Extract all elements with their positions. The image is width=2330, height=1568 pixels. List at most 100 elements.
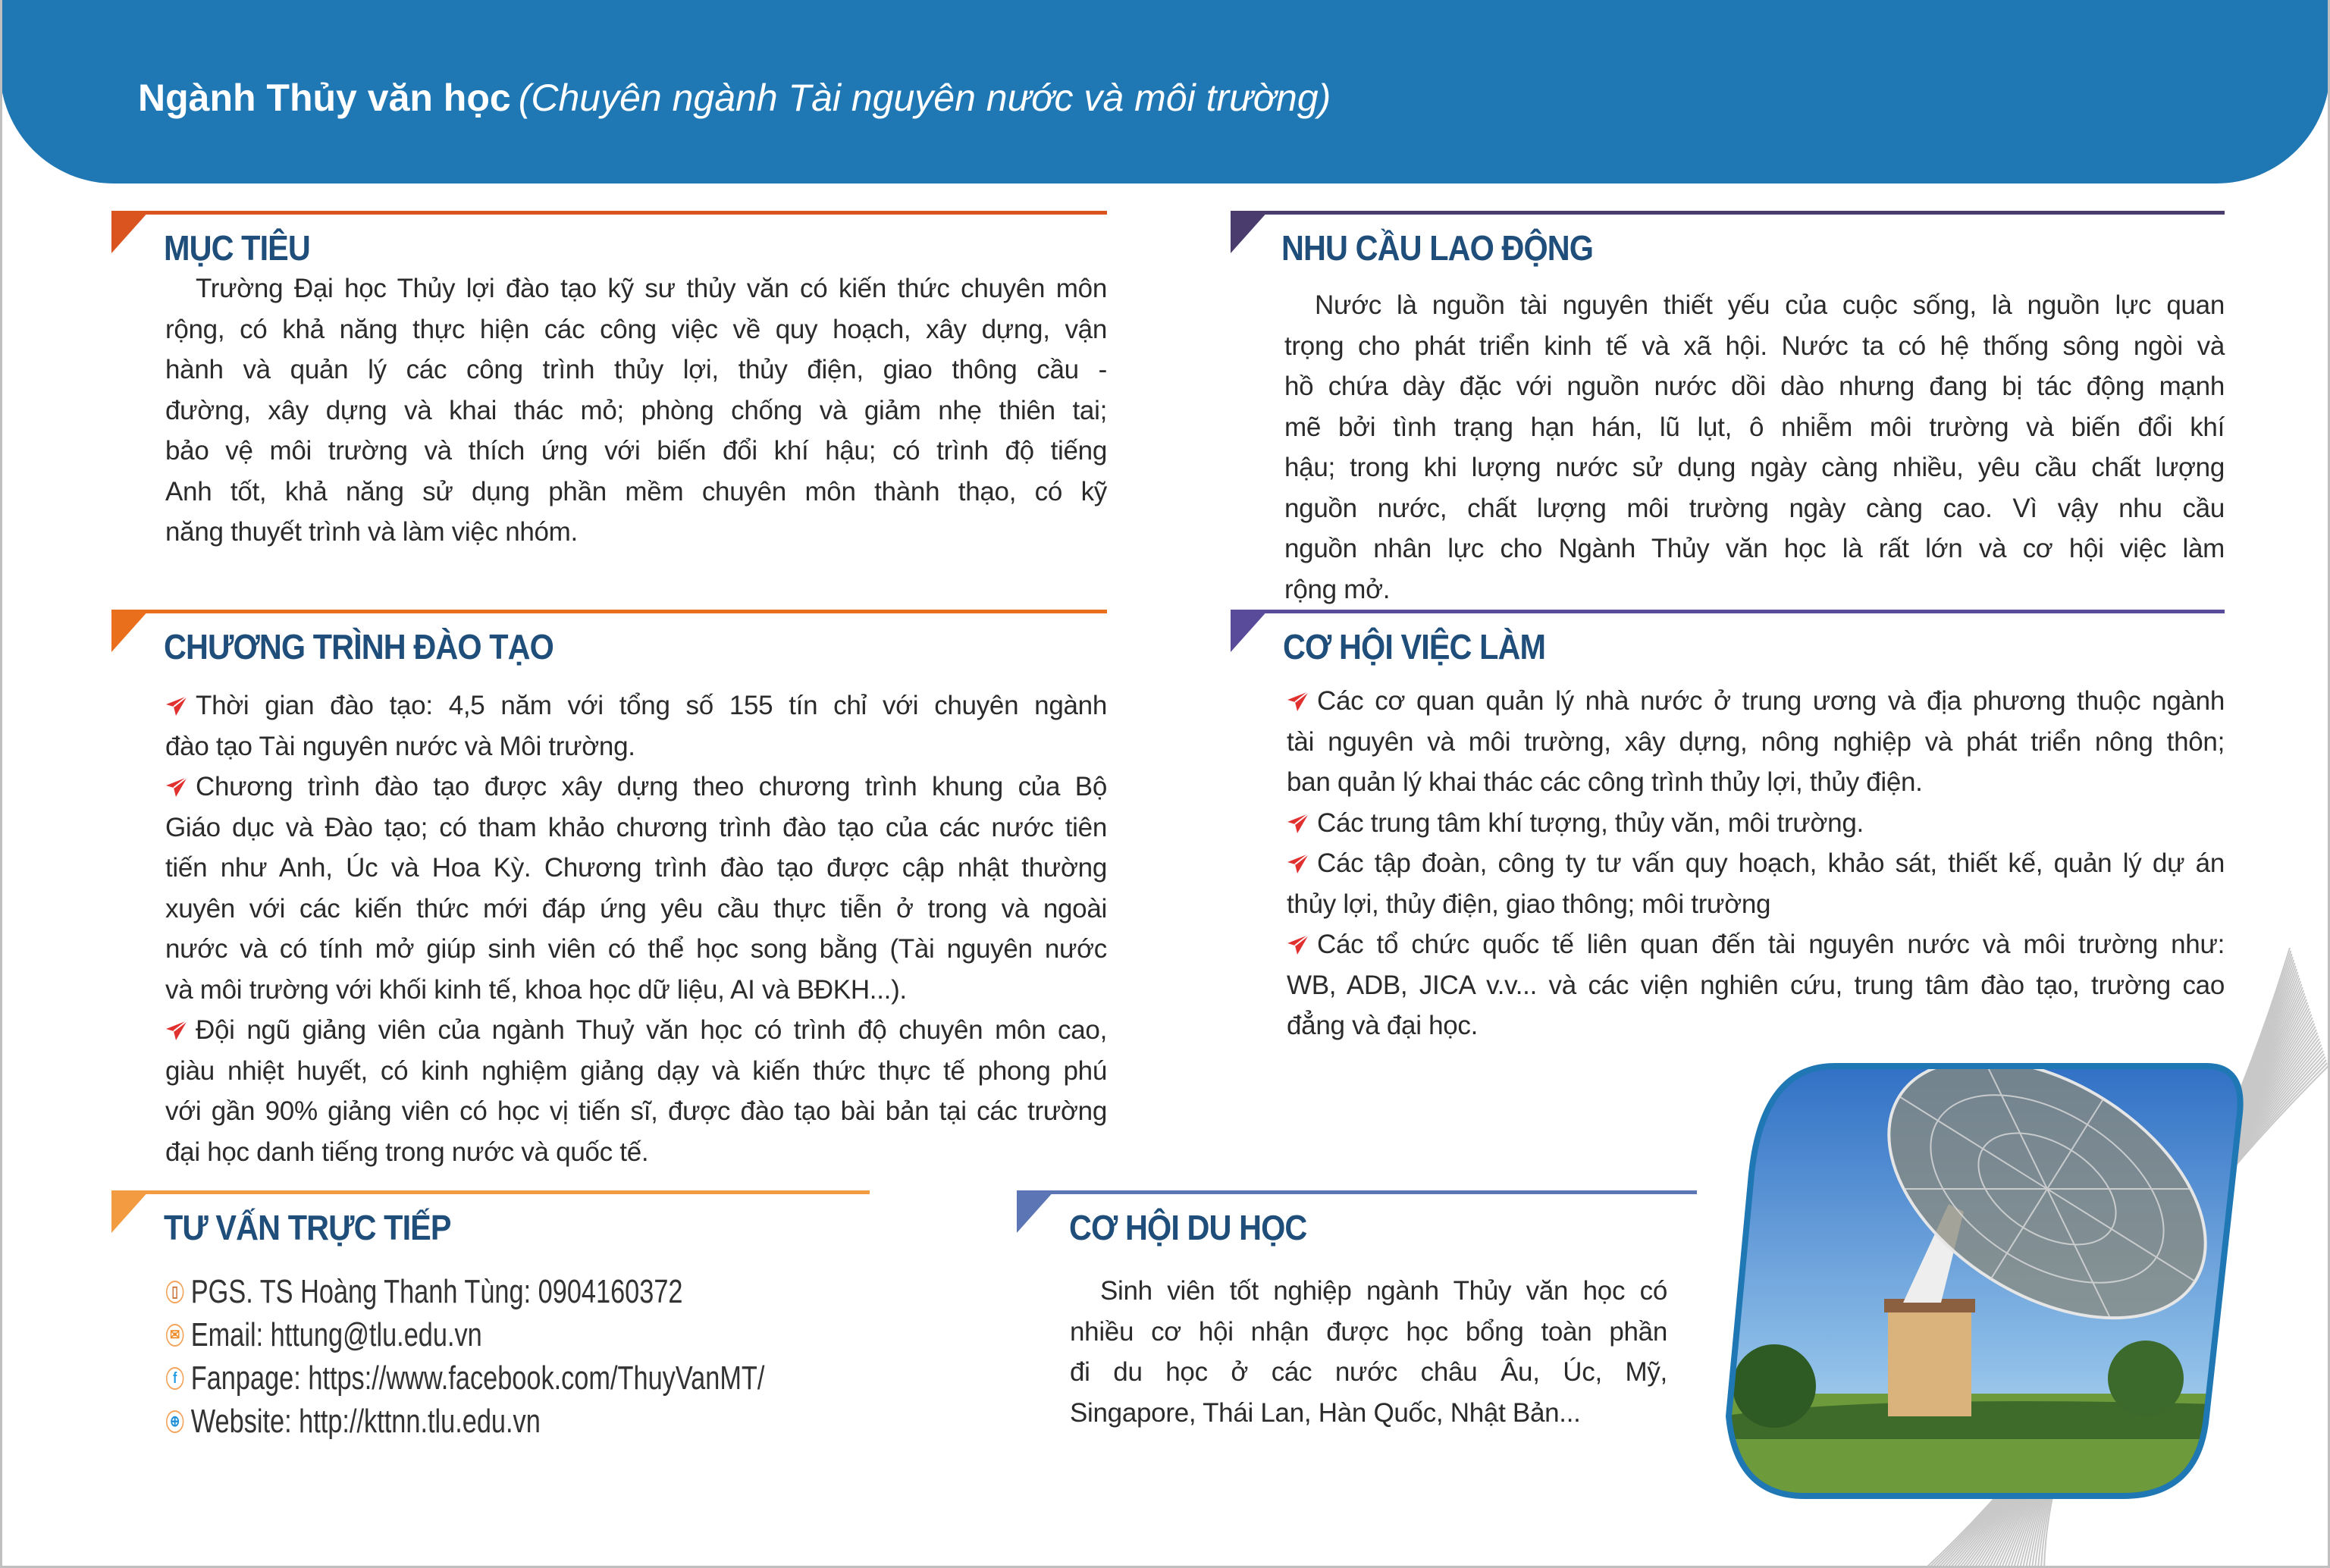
line-text: hồ chứa dày đặc với nguồn nước dồi dào n…: [1284, 372, 2225, 401]
text-line: Các tập đoàn, công ty tư vấn quy hoạch, …: [1287, 843, 2225, 884]
line-text: ban quản lý khai thác các công trình thủ…: [1287, 767, 1923, 797]
section-tu-van: TƯ VẤN TRỰC TIẾP ▯ PGS. TS Hoàng Thanh Tù…: [111, 1190, 870, 1494]
line-text: Giáo dục và Đào tạo; có tham khảo chương…: [165, 812, 1107, 842]
line-text: Singapore, Thái Lan, Hàn Quốc, Nhật Bản.…: [1070, 1397, 1581, 1428]
text-line: Trường Đại học Thủy lợi đào tạo kỹ sư th…: [165, 268, 1107, 309]
contact-text[interactable]: PGS. TS Hoàng Thanh Tùng: 0904160372: [190, 1273, 683, 1310]
contact-text[interactable]: Website: http://kttnn.tlu.edu.vn: [190, 1403, 541, 1440]
line-text: và môi trường với khối kinh tế, khoa học…: [165, 974, 907, 1005]
section-triangle: [1231, 211, 1268, 253]
paper-plane-icon: [1287, 691, 1309, 711]
section-rule: [111, 1190, 870, 1194]
section-rule: [1017, 1190, 1697, 1194]
paragraph: Trường Đại học Thủy lợi đào tạo kỹ sư th…: [165, 268, 1107, 553]
email-icon: ✉: [166, 1324, 184, 1347]
text-line: WB, ADB, JICA v.v... và các viện nghiên …: [1287, 965, 2225, 1006]
contact-item[interactable]: f Fanpage: https://www.facebook.com/ThuyV…: [166, 1356, 764, 1400]
section-title: CƠ HỘI VIỆC LÀM: [1283, 627, 1546, 666]
section-title: CHƯƠNG TRÌNH ĐÀO TẠO: [164, 627, 554, 666]
text-line: đẳng và đại học.: [1287, 1005, 2225, 1046]
line-text: Chương trình đào tạo được xây dựng theo …: [196, 772, 1107, 801]
line-text: bảo vệ môi trường và thích ứng với biến …: [165, 436, 1107, 466]
line-text: Sinh viên tốt nghiệp ngành Thủy văn học …: [1100, 1276, 1667, 1306]
text-line: tiến như Anh, Úc và Hoa Kỳ. Chương trình…: [165, 848, 1107, 889]
section-body: Trường Đại học Thủy lợi đào tạo kỹ sư th…: [165, 268, 1107, 553]
contact-item[interactable]: ⊕ Website: http://kttnn.tlu.edu.vn: [166, 1400, 764, 1443]
paper-plane-icon: [1287, 853, 1309, 873]
text-line: Các cơ quan quản lý nhà nước ở trung ươn…: [1287, 681, 2225, 722]
section-triangle: [1017, 1190, 1055, 1233]
text-line: Sinh viên tốt nghiệp ngành Thủy văn học …: [1070, 1271, 1667, 1312]
line-text: Các tổ chức quốc tế liên quan đến tài ng…: [1317, 930, 2225, 959]
title-main: Ngành Thủy văn học: [138, 77, 511, 119]
bullet-item: Chương trình đào tạo được xây dựng theo …: [165, 767, 1107, 1010]
line-text: đẳng và đại học.: [1287, 1011, 1479, 1040]
bullet-item: Thời gian đào tạo: 4,5 năm với tổng số 1…: [165, 685, 1107, 767]
line-text: hành và quản lý các công trình thủy lợi,…: [165, 355, 1107, 384]
text-line: và môi trường với khối kinh tế, khoa học…: [165, 970, 1107, 1011]
paper-plane-icon: [166, 695, 188, 716]
text-line: nguồn nước, chất lượng môi trường ngày c…: [1284, 488, 2225, 529]
text-line: đi du học ở các nước châu Âu, Úc, Mỹ,: [1070, 1352, 1667, 1393]
line-text: tiến như Anh, Úc và Hoa Kỳ. Chương trình…: [165, 853, 1107, 883]
section-body: Thời gian đào tạo: 4,5 năm với tổng số 1…: [165, 685, 1107, 1172]
contact-text[interactable]: Fanpage: https://www.facebook.com/ThuyVa…: [190, 1359, 765, 1397]
text-line: nước và có tính mở giúp sinh viên có thể…: [165, 929, 1107, 970]
text-line: hậu; trong khi lượng nước sử dụng ngày c…: [1284, 447, 2225, 488]
line-text: đại học danh tiếng trong nước và quốc tế…: [165, 1137, 649, 1167]
line-text: mẽ bởi tình trạng hạn hán, lũ lụt, ô nhi…: [1284, 412, 2225, 442]
contact-list: ▯ PGS. TS Hoàng Thanh Tùng: 0904160372 ✉ Em…: [166, 1270, 764, 1443]
section-body: Các cơ quan quản lý nhà nước ở trung ươn…: [1287, 681, 2225, 1046]
line-text: Đội ngũ giảng viên của ngành Thuỷ văn họ…: [196, 1015, 1107, 1045]
section-triangle: [111, 1190, 149, 1233]
title-subtitle: (Chuyên ngành Tài nguyên nước và môi trư…: [518, 77, 1331, 119]
text-line: tài nguyên và môi trường, xây dựng, nông…: [1287, 722, 2225, 763]
section-title: NHU CẦU LAO ĐỘNG: [1281, 228, 1594, 268]
line-text: Các cơ quan quản lý nhà nước ở trung ươn…: [1317, 686, 2225, 716]
section-title: CƠ HỘI DU HỌC: [1069, 1208, 1307, 1247]
text-line: Chương trình đào tạo được xây dựng theo …: [165, 767, 1107, 808]
section-rule: [111, 211, 1107, 215]
paragraph: Nước là nguồn tài nguyên thiết yếu của c…: [1284, 285, 2225, 610]
contact-text[interactable]: Email: httung@tlu.edu.vn: [190, 1316, 482, 1353]
line-text: Anh tốt, khả năng sử dụng phần mềm chuyê…: [165, 476, 1107, 506]
facebook-icon: f: [166, 1367, 184, 1390]
line-text: hậu; trong khi lượng nước sử dụng ngày c…: [1284, 453, 2225, 482]
text-line: Các trung tâm khí tượng, thủy văn, môi t…: [1287, 803, 2225, 844]
line-text: nước và có tính mở giúp sinh viên có thể…: [165, 934, 1107, 964]
text-line: đại học danh tiếng trong nước và quốc tế…: [165, 1132, 1107, 1173]
line-text: đào tạo Tài nguyên nước và Môi trường.: [165, 731, 635, 761]
paper-plane-icon: [1287, 934, 1309, 955]
radio-telescope-photo: [1725, 1063, 2244, 1499]
section-title: MỤC TIÊU: [164, 228, 311, 268]
text-line: Đội ngũ giảng viên của ngành Thuỷ văn họ…: [165, 1010, 1107, 1051]
text-line: giàu nhiệt huyết, có kinh nghiệm giảng d…: [165, 1051, 1107, 1092]
text-line: hành và quản lý các công trình thủy lợi,…: [165, 350, 1107, 390]
paragraph: Sinh viên tốt nghiệp ngành Thủy văn học …: [1070, 1271, 1667, 1433]
contact-item[interactable]: ▯ PGS. TS Hoàng Thanh Tùng: 0904160372: [166, 1270, 764, 1313]
section-viec-lam: CƠ HỘI VIỆC LÀM Các cơ quan quản lý nhà n…: [1231, 610, 2225, 1049]
section-rule: [1231, 211, 2225, 215]
contact-item[interactable]: ✉ Email: httung@tlu.edu.vn: [166, 1313, 764, 1356]
text-line: xuyên với các kiến thức mới đáp ứng yêu …: [165, 889, 1107, 930]
line-text: nguồn nước, chất lượng môi trường ngày c…: [1284, 493, 2225, 523]
text-line: bảo vệ môi trường và thích ứng với biến …: [165, 431, 1107, 472]
text-line: với gần 90% giảng viên có học vị tiến sĩ…: [165, 1091, 1107, 1132]
section-triangle: [1231, 610, 1268, 652]
line-text: với gần 90% giảng viên có học vị tiến sĩ…: [165, 1096, 1107, 1126]
bullet-item: Các tổ chức quốc tế liên quan đến tài ng…: [1287, 924, 2225, 1046]
line-text: Trường Đại học Thủy lợi đào tạo kỹ sư th…: [196, 274, 1107, 303]
paper-plane-icon: [166, 776, 188, 797]
section-title: TƯ VẤN TRỰC TIẾP: [164, 1208, 452, 1247]
bullet-item: Đội ngũ giảng viên của ngành Thuỷ văn họ…: [165, 1010, 1107, 1172]
text-line: Các tổ chức quốc tế liên quan đến tài ng…: [1287, 924, 2225, 965]
text-line: đào tạo Tài nguyên nước và Môi trường.: [165, 726, 1107, 767]
text-line: năng thuyết trình và làm việc nhóm.: [165, 512, 1107, 553]
phone-icon: ▯: [166, 1281, 184, 1303]
paper-plane-icon: [166, 1020, 188, 1040]
line-text: Các trung tâm khí tượng, thủy văn, môi t…: [1317, 808, 1864, 838]
text-line: Giáo dục và Đào tạo; có tham khảo chương…: [165, 808, 1107, 848]
text-line: nhiều cơ hội nhận được học bổng toàn phầ…: [1070, 1312, 1667, 1353]
text-line: rộng mở.: [1284, 569, 2225, 610]
line-text: Các tập đoàn, công ty tư vấn quy hoạch, …: [1317, 848, 2225, 878]
